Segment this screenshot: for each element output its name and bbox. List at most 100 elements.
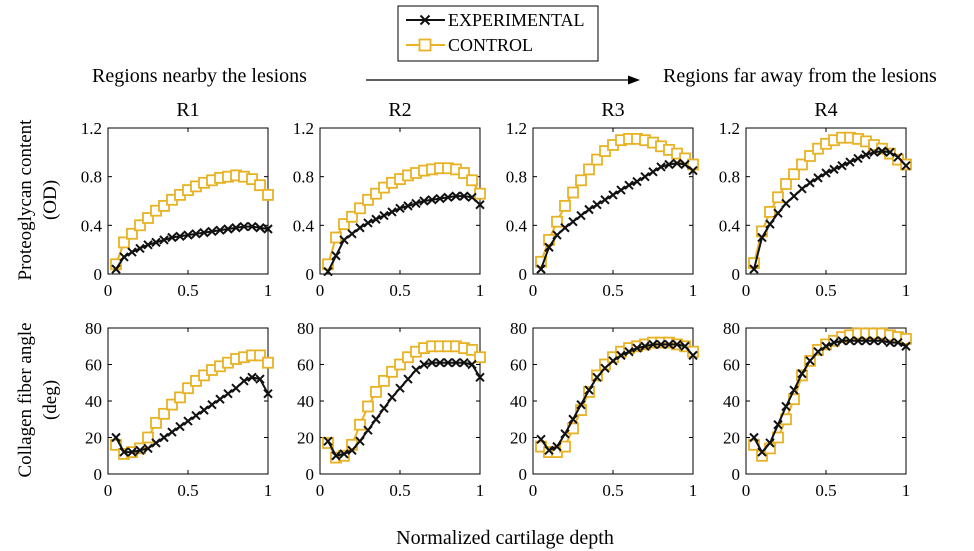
panel-frame xyxy=(319,127,481,275)
data-point-experimental xyxy=(869,147,879,158)
data-point-experimental xyxy=(656,162,666,172)
data-point-experimental xyxy=(672,339,682,350)
row-1-ylabel-line-1: Collagen fiber angle xyxy=(15,322,36,477)
data-point-experimental xyxy=(576,210,586,221)
data-point-experimental xyxy=(363,218,373,228)
series-experimental xyxy=(749,336,911,457)
data-point-experimental xyxy=(231,383,241,393)
data-point-control xyxy=(354,418,366,431)
data-point-control xyxy=(551,215,563,228)
y-tick-label: 40 xyxy=(723,392,740,411)
data-point-control xyxy=(583,163,595,176)
legend-label-control: CONTROL xyxy=(448,35,533,55)
data-point-experimental xyxy=(419,359,429,370)
y-tick-label: 40 xyxy=(510,392,527,411)
data-point-experimental xyxy=(560,429,570,439)
data-point-experimental xyxy=(459,357,469,368)
x-tick-label: 1 xyxy=(902,281,911,300)
y-tick-label: 1.2 xyxy=(293,119,314,138)
x-tick-label: 0 xyxy=(316,281,325,300)
data-point-experimental xyxy=(656,339,666,350)
x-tick-label: 1 xyxy=(264,281,273,300)
data-point-experimental xyxy=(901,341,911,351)
data-point-control xyxy=(150,416,162,429)
series-experimental xyxy=(323,191,485,277)
data-point-experimental xyxy=(451,191,461,201)
data-point-experimental xyxy=(255,223,265,233)
data-point-experimental xyxy=(159,235,169,245)
y-tick-label: 0.8 xyxy=(81,168,102,187)
data-point-experimental xyxy=(451,357,461,368)
series-control xyxy=(322,162,486,271)
legend-marker-experimental xyxy=(419,14,431,26)
row-0-ylabel: Proteoglycan content (OD) xyxy=(15,119,61,281)
data-point-experimental xyxy=(877,146,887,156)
data-point-control xyxy=(118,236,130,249)
data-point-experimental xyxy=(576,399,586,410)
data-point-experimental xyxy=(765,219,775,229)
data-point-experimental xyxy=(175,421,185,432)
data-point-experimental xyxy=(829,337,839,348)
data-point-experimental xyxy=(893,337,903,348)
data-point-experimental xyxy=(544,445,554,455)
y-tick-label: 20 xyxy=(510,429,527,448)
data-point-experimental xyxy=(584,385,594,395)
data-point-experimental xyxy=(624,347,634,357)
legend: EXPERIMENTAL CONTROL xyxy=(397,5,599,62)
data-point-experimental xyxy=(263,224,273,234)
data-point-experimental xyxy=(568,216,578,227)
y-tick-label: 80 xyxy=(85,319,102,338)
series-control xyxy=(535,336,699,459)
y-tick-label: 60 xyxy=(297,356,314,375)
data-point-experimental xyxy=(813,347,823,357)
data-point-experimental xyxy=(443,192,453,203)
data-point-experimental xyxy=(821,341,831,351)
data-point-experimental xyxy=(616,185,626,195)
data-point-experimental xyxy=(853,153,863,164)
data-point-experimental xyxy=(592,199,602,210)
data-point-experimental xyxy=(757,232,767,243)
data-point-control xyxy=(370,385,382,398)
data-point-experimental xyxy=(749,432,759,443)
data-point-experimental xyxy=(355,436,365,446)
data-point-experimental xyxy=(459,191,469,201)
y-tick-label: 0 xyxy=(732,465,741,484)
data-point-experimental xyxy=(191,410,201,421)
data-point-experimental xyxy=(119,252,129,262)
x-tick-label: 0 xyxy=(316,481,325,500)
row-1-ylabel: Collagen fiber angle (deg) xyxy=(15,322,61,477)
data-point-control xyxy=(378,374,390,387)
data-point-experimental xyxy=(223,388,233,399)
y-tick-label: 20 xyxy=(297,429,314,448)
data-point-experimental xyxy=(151,438,161,448)
data-point-experimental xyxy=(411,198,421,209)
data-point-experimental xyxy=(199,227,209,238)
data-point-experimental xyxy=(215,394,225,404)
data-point-experimental xyxy=(403,374,413,384)
data-point-experimental xyxy=(331,251,341,261)
data-point-experimental xyxy=(877,336,887,346)
data-point-control xyxy=(394,358,406,371)
data-point-experimental xyxy=(167,427,177,437)
data-point-experimental xyxy=(680,341,690,351)
data-point-experimental xyxy=(813,173,823,183)
x-tick-label: 0.5 xyxy=(389,281,410,300)
data-point-control xyxy=(354,202,366,215)
data-point-control xyxy=(559,199,571,212)
data-point-experimental xyxy=(111,264,121,274)
data-point-experimental xyxy=(616,350,626,361)
data-point-experimental xyxy=(845,336,855,346)
data-point-control xyxy=(788,168,800,181)
data-point-experimental xyxy=(475,199,485,210)
data-point-experimental xyxy=(239,221,249,232)
data-point-experimental xyxy=(664,159,674,170)
data-point-experimental xyxy=(853,336,863,346)
data-point-control xyxy=(575,174,587,187)
data-point-experimental xyxy=(584,204,594,215)
x-tick-label: 0.5 xyxy=(602,281,623,300)
data-point-experimental xyxy=(608,190,618,200)
data-point-experimental xyxy=(207,399,217,410)
data-point-experimental xyxy=(411,365,421,375)
data-point-experimental xyxy=(215,225,225,235)
